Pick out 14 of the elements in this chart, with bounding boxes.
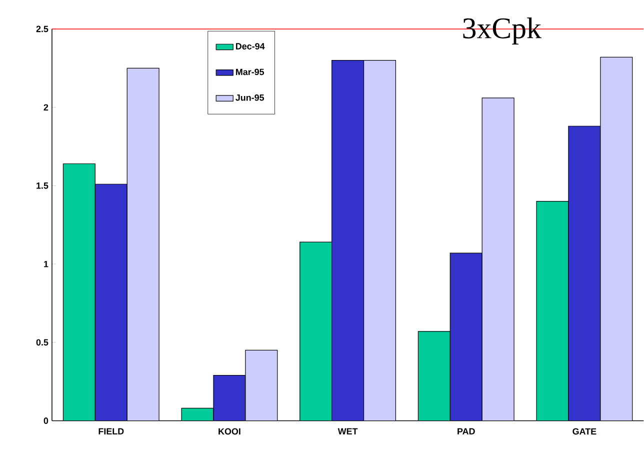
legend-label: Dec-94: [236, 43, 265, 50]
y-tick-label: 0: [44, 418, 48, 424]
y-tick-label: 1: [44, 261, 48, 268]
y-tick-label: 0.5: [36, 339, 48, 346]
y-tick-label: 2.5: [36, 26, 48, 32]
legend-label: Mar-95: [236, 68, 264, 76]
x-tick-label: FIELD: [98, 428, 124, 435]
x-tick-label: GATE: [572, 428, 596, 435]
legend-label: Jun-95: [236, 94, 264, 101]
x-tick-label: KOOI: [218, 428, 240, 435]
y-tick-label: 1.5: [36, 182, 48, 189]
y-tick-label: 2: [44, 104, 48, 111]
x-tick-label: WET: [338, 428, 358, 435]
x-tick-label: PAD: [458, 428, 475, 435]
